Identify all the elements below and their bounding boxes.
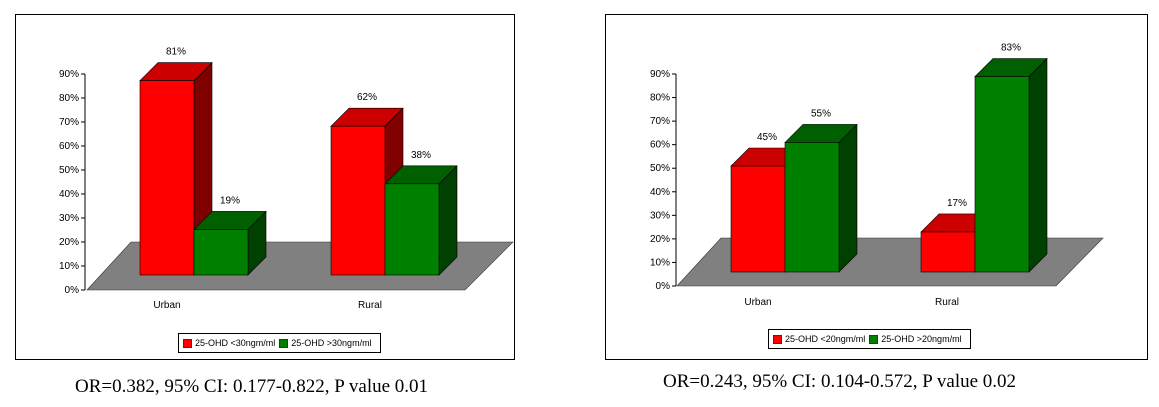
bar bbox=[330, 125, 386, 276]
y-tick-label: 10% bbox=[59, 261, 79, 272]
x-category-label: Rural bbox=[358, 300, 382, 311]
x-category-label: Urban bbox=[744, 297, 771, 308]
legend-item-1: 25-OHD <30ngm/ml bbox=[183, 338, 275, 348]
y-tick-label: 30% bbox=[59, 213, 79, 224]
x-category-label: Rural bbox=[935, 297, 959, 308]
data-label: 83% bbox=[1001, 42, 1021, 53]
bar bbox=[193, 229, 249, 276]
data-label: 55% bbox=[811, 108, 831, 119]
y-tick-label: 20% bbox=[650, 234, 670, 245]
y-tick-label: 20% bbox=[59, 237, 79, 248]
chart-svg-right: 0% 10% 20% 30% 40% 50% 60% 70% 80% 90% 45% 55% Urban… bbox=[650, 42, 1104, 308]
y-tick-label: 30% bbox=[650, 210, 670, 221]
legend-label-2: 25-OHD >20ngm/ml bbox=[881, 334, 962, 344]
legend-swatch-1 bbox=[183, 338, 192, 348]
bar bbox=[384, 183, 440, 276]
data-label: 81% bbox=[166, 47, 186, 58]
legend-item-2: 25-OHD >20ngm/ml bbox=[869, 334, 962, 344]
y-tick-label: 50% bbox=[650, 163, 670, 174]
y-tick-label: 80% bbox=[650, 93, 670, 104]
chart-panel-right: 0% 10% 20% 30% 40% 50% 60% 70% 80% 90% 45% 55% Urban… bbox=[605, 14, 1148, 360]
y-tick-label: 50% bbox=[59, 165, 79, 176]
data-label: 45% bbox=[757, 132, 777, 143]
legend-swatch-1 bbox=[773, 334, 782, 344]
y-tick-label: 70% bbox=[650, 116, 670, 127]
bar bbox=[974, 76, 1030, 273]
legend-label-2: 25-OHD >30ngm/ml bbox=[291, 338, 372, 348]
y-tick-label: 0% bbox=[65, 285, 80, 296]
y-tick-label: 10% bbox=[650, 257, 670, 268]
y-tick-label: 90% bbox=[59, 69, 79, 80]
y-tick-label: 70% bbox=[59, 117, 79, 128]
bar bbox=[139, 80, 195, 276]
legend-label-1: 25-OHD <20ngm/ml bbox=[785, 334, 866, 344]
y-tick-label: 60% bbox=[59, 141, 79, 152]
data-label: 62% bbox=[357, 92, 377, 103]
y-tick-label: 90% bbox=[650, 69, 670, 80]
legend-item-1: 25-OHD <20ngm/ml bbox=[773, 334, 865, 344]
y-tick-label: 60% bbox=[650, 140, 670, 151]
chart-panel-left: 0% 10% 20% 30% 40% 50% 60% 70% 80% 90% 81% 19% Urban… bbox=[15, 14, 515, 360]
caption-left: OR=0.382, 95% CI: 0.177-0.822, P value 0… bbox=[75, 376, 429, 397]
y-tick-label: 40% bbox=[650, 187, 670, 198]
data-label: 17% bbox=[947, 198, 967, 209]
legend-right: 25-OHD <20ngm/ml 25-OHD >20ngm/ml bbox=[768, 329, 971, 349]
data-label: 38% bbox=[411, 150, 431, 161]
caption-right: OR=0.243, 95% CI: 0.104-0.572, P value 0… bbox=[663, 371, 1017, 392]
bar-side bbox=[438, 165, 458, 276]
chart-svg-left: 0% 10% 20% 30% 40% 50% 60% 70% 80% 90% 81% 19% Urban… bbox=[59, 47, 514, 311]
y-tick-label: 80% bbox=[59, 93, 79, 104]
legend-swatch-2 bbox=[279, 338, 289, 348]
x-category-label: Urban bbox=[153, 300, 180, 311]
y-tick-label: 40% bbox=[59, 189, 79, 200]
bar bbox=[920, 231, 976, 273]
chart-frame-right bbox=[605, 14, 1148, 360]
y-tick-label: 0% bbox=[656, 281, 671, 292]
bar bbox=[730, 165, 786, 273]
bar-side bbox=[1028, 57, 1048, 273]
bar-side bbox=[838, 123, 858, 273]
legend-item-2: 25-OHD >30ngm/ml bbox=[279, 338, 372, 348]
bar bbox=[784, 142, 840, 273]
legend-left: 25-OHD <30ngm/ml 25-OHD >30ngm/ml bbox=[178, 333, 381, 353]
legend-label-1: 25-OHD <30ngm/ml bbox=[195, 338, 276, 348]
data-label: 19% bbox=[220, 195, 240, 206]
legend-swatch-2 bbox=[869, 334, 879, 344]
